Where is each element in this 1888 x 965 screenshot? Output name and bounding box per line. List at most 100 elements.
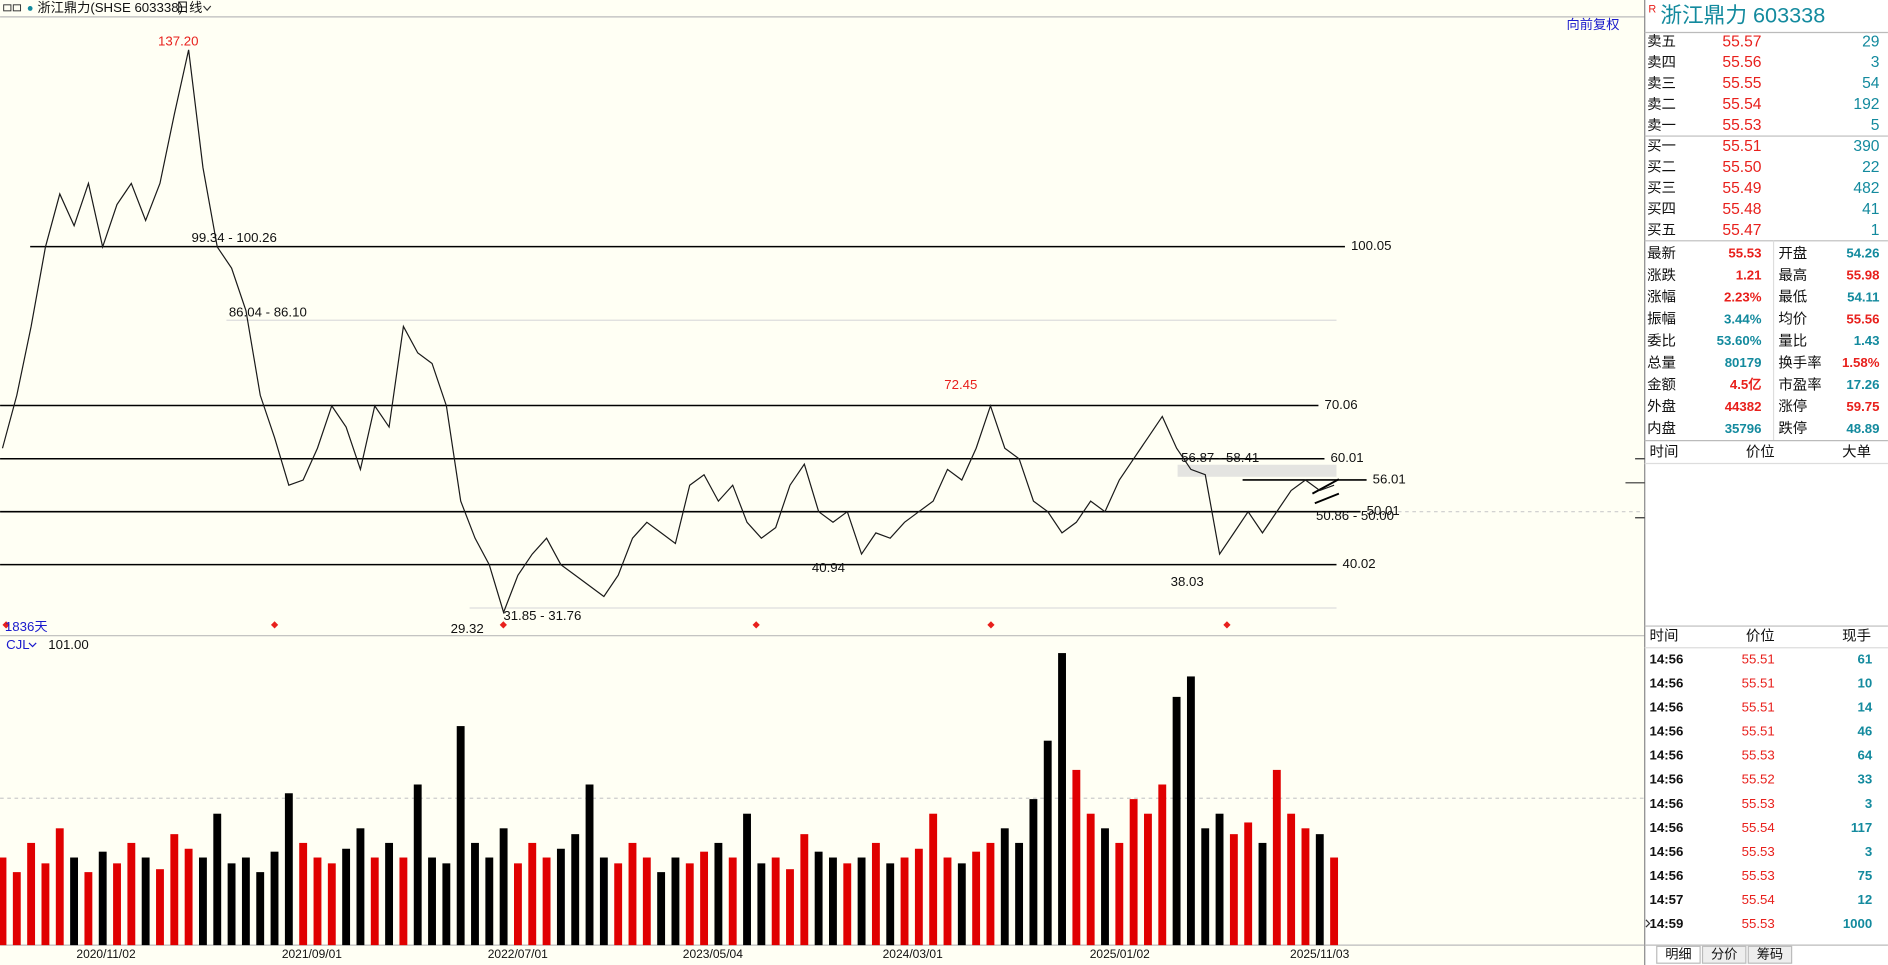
event-marker[interactable] bbox=[270, 621, 279, 629]
icon[interactable] bbox=[12, 4, 22, 12]
tab-label[interactable]: 筹码 bbox=[1757, 945, 1783, 961]
trade-time: 14:56 bbox=[1650, 748, 1684, 763]
volume-bar bbox=[571, 834, 580, 946]
volume-bar bbox=[943, 857, 952, 946]
volume-bar bbox=[542, 857, 551, 946]
stat-label: 金额 bbox=[1647, 376, 1676, 393]
volume-bar bbox=[27, 842, 36, 946]
book-volume: 3 bbox=[1871, 54, 1880, 71]
volume-bar bbox=[170, 834, 179, 946]
volume-bar bbox=[914, 848, 923, 946]
volume-bar bbox=[370, 857, 379, 946]
book-volume: 54 bbox=[1862, 75, 1880, 92]
volume-bar bbox=[256, 872, 265, 946]
trade-price: 55.54 bbox=[1742, 820, 1775, 835]
volume-bar bbox=[1244, 822, 1253, 946]
trade-price: 55.54 bbox=[1742, 892, 1775, 907]
annotation: 72.45 bbox=[944, 377, 977, 392]
column-header: 现手 bbox=[1842, 628, 1871, 645]
trade-volume: 75 bbox=[1858, 868, 1873, 883]
volume-bar bbox=[743, 813, 751, 946]
volume-bar bbox=[0, 857, 7, 946]
volume-bar bbox=[499, 828, 508, 946]
book-price: 55.54 bbox=[1722, 96, 1761, 113]
trade-time: 14:57 bbox=[1650, 892, 1684, 907]
volume-bar bbox=[1000, 828, 1009, 946]
tab[interactable] bbox=[1747, 945, 1793, 964]
price-line bbox=[1, 49, 1335, 615]
chevron[interactable] bbox=[28, 642, 37, 648]
chevron[interactable] bbox=[203, 5, 212, 12]
trade-volume: 1000 bbox=[1843, 916, 1872, 931]
volume-bar bbox=[428, 857, 436, 946]
adjust-mode[interactable]: 向前复权 bbox=[1567, 16, 1620, 32]
stat-label: 振幅 bbox=[1647, 311, 1676, 328]
volume-bar bbox=[327, 863, 336, 946]
volume-bar bbox=[614, 863, 623, 946]
trend-lines bbox=[1311, 478, 1340, 505]
volume-bar bbox=[413, 784, 422, 946]
volume-bar bbox=[127, 842, 136, 946]
trade-volume: 33 bbox=[1858, 772, 1873, 787]
book-label: 卖四 bbox=[1647, 54, 1676, 71]
volume-bar bbox=[1301, 828, 1310, 946]
trade-volume: 3 bbox=[1865, 796, 1872, 811]
trade-time: 14:56 bbox=[1650, 651, 1684, 666]
volume-bar bbox=[900, 857, 909, 946]
event-marker[interactable] bbox=[987, 621, 995, 629]
volume-bar bbox=[972, 851, 981, 946]
volume-bar bbox=[156, 869, 164, 946]
tab[interactable] bbox=[1701, 945, 1747, 964]
volume-bar bbox=[671, 857, 680, 946]
trade-price: 55.53 bbox=[1742, 796, 1775, 811]
stat-value: 1.21 bbox=[1736, 267, 1762, 282]
volume-bar bbox=[1315, 834, 1324, 946]
stat-label: 总量 bbox=[1647, 354, 1676, 371]
tab-label[interactable]: 明细 bbox=[1665, 946, 1691, 961]
trade-volume: 117 bbox=[1851, 820, 1872, 835]
volume-bar bbox=[957, 863, 966, 946]
symbol[interactable]: 浙江鼎力(SHSE 603338) bbox=[37, 0, 183, 15]
tab-label[interactable]: 分价 bbox=[1711, 946, 1737, 961]
scale-marks bbox=[1625, 458, 1645, 519]
event-marker[interactable] bbox=[2, 621, 10, 629]
volume-bar bbox=[12, 872, 21, 946]
range-box bbox=[1177, 464, 1337, 477]
icon[interactable] bbox=[3, 4, 12, 12]
event-marker[interactable] bbox=[499, 621, 507, 629]
current-row-marker bbox=[1645, 919, 1651, 928]
volume-bar bbox=[1186, 676, 1195, 946]
volume-bar bbox=[886, 863, 895, 946]
stat-value: 54.11 bbox=[1847, 289, 1879, 304]
volume-bar bbox=[514, 863, 522, 946]
period[interactable]: 日线 bbox=[176, 0, 202, 15]
book-volume: 41 bbox=[1862, 201, 1879, 218]
book-label: 卖三 bbox=[1647, 75, 1676, 92]
indicator-name[interactable]: CJL bbox=[6, 637, 30, 652]
stat-label: 最新 bbox=[1647, 245, 1676, 262]
book-volume: 1 bbox=[1871, 222, 1880, 239]
event-marker[interactable] bbox=[1223, 621, 1231, 629]
chart-bg bbox=[0, 0, 1645, 965]
book-volume: 482 bbox=[1853, 180, 1879, 197]
volume-bar bbox=[1072, 769, 1081, 946]
book-volume: 390 bbox=[1853, 138, 1879, 155]
volume-bar bbox=[84, 872, 93, 946]
tab[interactable] bbox=[1656, 945, 1701, 964]
x-tick-label: 2022/07/01 bbox=[488, 947, 548, 961]
trade-price: 55.51 bbox=[1742, 699, 1775, 714]
x-tick-label: 2020/11/02 bbox=[76, 947, 136, 961]
book-price: 55.48 bbox=[1722, 201, 1761, 218]
trade-price: 55.51 bbox=[1742, 675, 1775, 690]
stat-label: 涨幅 bbox=[1647, 289, 1676, 306]
book-price: 55.51 bbox=[1722, 138, 1761, 155]
badge: R bbox=[1648, 3, 1656, 15]
column-header: 时间 bbox=[1650, 444, 1679, 461]
book-price: 55.49 bbox=[1722, 180, 1761, 197]
volume-bar bbox=[1229, 834, 1238, 946]
volume-bar bbox=[141, 857, 150, 946]
stock-title: 浙江鼎力 603338 bbox=[1660, 3, 1825, 28]
event-marker[interactable] bbox=[752, 621, 760, 629]
stat-label: 最高 bbox=[1778, 267, 1807, 284]
volume-bar bbox=[1330, 857, 1339, 946]
